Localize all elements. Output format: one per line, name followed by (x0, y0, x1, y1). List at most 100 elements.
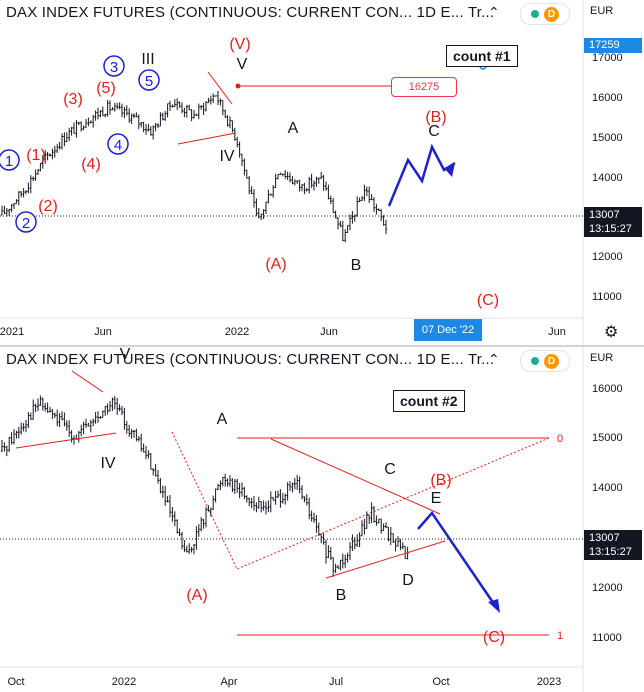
wave-label: (5) (96, 80, 116, 97)
currency-label[interactable]: EUR (590, 5, 614, 17)
wave-label: E (431, 490, 442, 507)
wave-circle-icon (138, 69, 160, 91)
time-tick-label: Oct (7, 676, 24, 688)
wave-label: D (402, 572, 414, 589)
last-price-tag: 13007 13:15:27 (584, 530, 642, 560)
trendline[interactable] (177, 132, 237, 145)
symbol-title[interactable]: DAX INDEX FUTURES (CONTINUOUS: CURRENT C… (6, 351, 495, 368)
fib-label-1: 1 (557, 630, 563, 642)
time-tick-label: Jun (320, 326, 338, 338)
wave-label: (B) (425, 109, 446, 126)
projection-path[interactable] (387, 143, 456, 207)
wave-label: B (336, 587, 347, 604)
wave-label: A (217, 411, 228, 428)
wave-circle-icon (15, 211, 37, 233)
wave-label: IV (219, 148, 234, 165)
time-tick-label: Jun (94, 326, 112, 338)
chart-panel-count-2[interactable]: 160001500014000130001200011000 Oct2022Ap… (0, 347, 644, 692)
time-tick-label: 2023 (537, 676, 561, 688)
delayed-badge-icon: D (544, 6, 559, 22)
chart-panel-count-1[interactable]: 17000160001500014000130001200011000 2021… (0, 0, 644, 345)
market-open-dot-icon (531, 357, 539, 365)
count-label[interactable]: count #1 (446, 45, 518, 67)
wave-label: 3 (110, 59, 118, 76)
triangle-upper-line[interactable] (270, 438, 441, 515)
price-tick-label: 11000 (592, 291, 622, 303)
wave-label: (A) (265, 256, 286, 273)
fib-extension-lines[interactable] (171, 431, 550, 570)
time-tick-label: 2021 (0, 326, 24, 338)
chart-2-canvas[interactable]: 160001500014000130001200011000 Oct2022Ap… (0, 347, 644, 692)
trendline[interactable] (15, 432, 117, 449)
wave-label: 2 (22, 215, 30, 232)
currency-label[interactable]: EUR (590, 352, 614, 364)
wave-label: V (120, 347, 131, 363)
wave-circle-icon (107, 133, 129, 155)
projection-arrowhead (444, 163, 455, 177)
chart-1-canvas[interactable]: 17000160001500014000130001200011000 2021… (0, 0, 644, 345)
price-tick-label: 17000 (592, 52, 623, 64)
wave-label: (1) (26, 147, 46, 164)
level-anchor[interactable] (235, 83, 241, 89)
fib-label-0: 0 (557, 433, 563, 445)
time-axis-1[interactable]: 2021 Jun 2022 Jun Jun (0, 326, 566, 338)
last-price: 13007 (589, 209, 620, 221)
wave-label: (C) (477, 292, 499, 309)
wave-label: III (141, 51, 154, 68)
time-tick-label: Oct (432, 676, 449, 688)
wave-label: (3) (63, 91, 83, 108)
price-tick-label: 15000 (592, 432, 623, 444)
projection-arrowhead (488, 599, 500, 613)
price-axis-2[interactable]: 160001500014000130001200011000 (592, 383, 623, 644)
collapse-chevron-icon[interactable]: ⌃ (488, 351, 500, 367)
count-label[interactable]: count #2 (393, 390, 465, 412)
price-tick-label: 16000 (592, 383, 623, 395)
triangle-lower-line[interactable] (325, 540, 446, 579)
wave-labels-1: 1 2 3 4 5 (1) (2) (3) (4) (5) III IV V (V) A B C (A) (B) (C… (0, 36, 499, 309)
price-tick-label: 11000 (592, 632, 622, 644)
pane-divider[interactable] (0, 345, 644, 347)
wave-label: B (351, 257, 362, 274)
price-tick-label: 16000 (592, 92, 623, 104)
wave-label: (B) (430, 472, 451, 489)
price-tick-label: 12000 (592, 582, 623, 594)
price-axis-1[interactable]: 17000160001500014000130001200011000 (592, 52, 623, 303)
projection-path[interactable] (417, 510, 496, 605)
wave-circle-icon (0, 149, 20, 171)
price-tick-label: 15000 (592, 132, 623, 144)
bar-countdown: 13:15:27 (589, 223, 632, 235)
wave-label: 5 (145, 73, 153, 90)
bar-countdown: 13:15:27 (589, 546, 632, 558)
settings-gear-icon[interactable]: ⚙ (604, 324, 619, 341)
wave-label: A (288, 120, 299, 137)
wave-label: C (428, 123, 440, 140)
last-price-tag: 13007 13:15:27 (584, 207, 642, 237)
wave-label: 4 (114, 137, 122, 154)
market-open-dot-icon (531, 10, 539, 18)
time-tick-label: Jul (329, 676, 343, 688)
price-bars-2 (0, 395, 409, 577)
trendline[interactable] (207, 71, 233, 105)
wave-label: 1 (5, 153, 13, 170)
last-price: 13007 (589, 532, 620, 544)
price-bars-1 (0, 91, 388, 243)
time-axis-2[interactable]: Oct 2022 Apr Jul Oct 2023 (7, 676, 561, 688)
wave-label: C (384, 461, 396, 478)
status-badges[interactable]: D (520, 3, 570, 25)
delayed-badge-icon: D (544, 353, 559, 369)
wave-labels-2: V IV A B C D E (A) (B) (C) (100, 347, 505, 646)
wave-label: IV (100, 455, 115, 472)
status-badges[interactable]: D (520, 350, 570, 372)
price-tick-label: 14000 (592, 172, 623, 184)
trendline[interactable] (71, 370, 104, 393)
wave-label: V (237, 56, 248, 73)
wave-circle-icon (103, 55, 125, 77)
collapse-chevron-icon[interactable]: ⌃ (488, 4, 500, 20)
symbol-title[interactable]: DAX INDEX FUTURES (CONTINUOUS: CURRENT C… (6, 4, 495, 21)
time-tick-label: Jun (548, 326, 566, 338)
high-price-tag: 17259 (584, 38, 642, 53)
time-tick-label: 2022 (225, 326, 249, 338)
level-label[interactable]: 16275 (391, 77, 457, 97)
time-tick-label: 2022 (112, 676, 136, 688)
wave-label: (4) (81, 156, 101, 173)
